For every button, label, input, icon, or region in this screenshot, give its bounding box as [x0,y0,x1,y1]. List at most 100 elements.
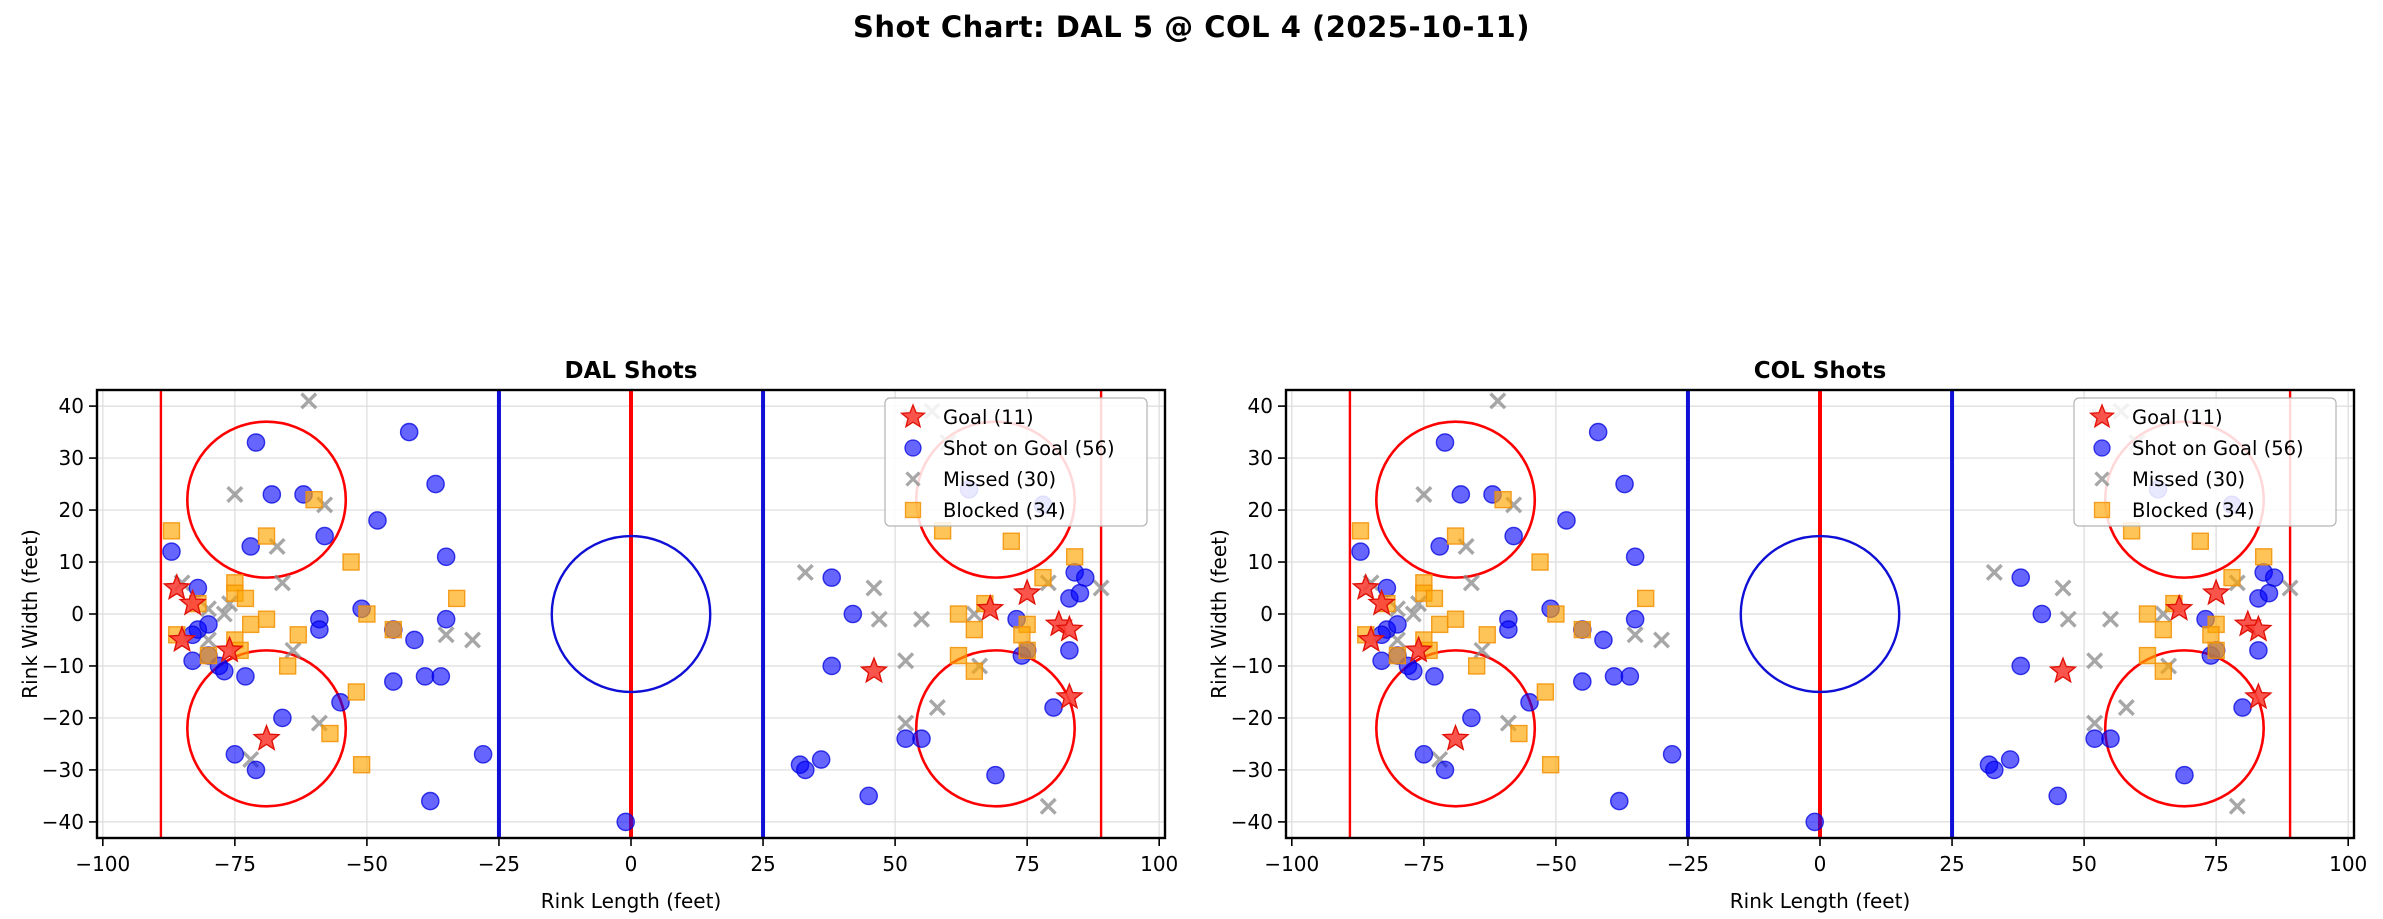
shot-on-goal-marker [273,708,292,728]
shot-on-goal-marker [2264,568,2284,587]
goal-marker [162,573,191,601]
shot-on-goal-marker [368,511,387,530]
subplot-title: COL Shots [1754,358,1887,384]
shot-on-goal-marker [473,745,493,764]
y-tick-label: −10 [42,654,84,678]
blocked-marker [1494,490,1512,509]
shot-on-goal-marker [431,667,451,686]
shot-on-goal-marker [236,667,255,686]
shot-on-goal-marker [616,812,636,832]
faceoff-circle [2103,649,2265,808]
x-tick-label: −75 [214,852,256,876]
shot-on-goal-marker [1594,630,1613,650]
missed-marker [2117,699,2135,717]
y-tick-label: 20 [59,498,84,522]
missed-marker [2102,610,2120,628]
blocked-marker [965,620,984,639]
shot-on-goal-marker [436,609,456,629]
blocked-marker [321,724,339,743]
shot-on-goal-marker [811,750,831,769]
blocked-marker [1478,626,1496,644]
axis-ticks: −100 −75 −50 −25 0 25 50 75 100−40−30−20−1001020… [42,394,1179,876]
legend-shot-on-goal-icon [2093,439,2111,457]
shot-on-goal-marker [2011,568,2031,587]
goal-marker [2164,593,2194,621]
shot-on-goal-marker [246,760,266,780]
col-shots-plot: −100 −75 −50 −25 0 25 50 75 100−40−30−20−1001020… [1207,358,2367,913]
blocked-marker [1351,522,1370,540]
shot-on-goal-marker [1425,667,1444,686]
shot-on-goal-marker [2000,750,2020,769]
legend-label: Shot on Goal (56) [2132,437,2304,460]
shot-on-goal-marker [1557,511,1576,530]
blocked-marker [352,756,371,774]
shot-on-goal-marker [1060,641,1079,660]
blocked-marker [236,589,255,608]
shot-on-goal-marker [2175,765,2194,785]
missed-marker [1415,485,1433,503]
goal-marker [252,723,281,751]
shot-on-goal-marker [310,620,329,639]
y-tick-label: 0 [71,602,84,626]
y-axis-label: Rink Width (feet) [18,529,42,699]
x-tick-label: 0 [625,852,638,876]
legend-box [2073,397,2337,527]
missed-marker [1404,605,1422,623]
shot-on-goal-marker [225,745,245,764]
blocked-marker [1018,641,1036,660]
shot-on-goal-marker [315,526,334,546]
legend-goal-icon [2088,403,2116,429]
missed-marker [897,714,915,732]
blocked-marker [1002,532,1020,550]
goal-marker [1351,573,1380,601]
goal-marker [1356,625,1386,653]
shot-on-goal-marker [843,604,863,624]
x-tick-label: −25 [1667,852,1709,876]
blocked-marker [1431,615,1449,634]
legend-label: Blocked (34) [2132,499,2255,522]
legend-blocked-icon [904,501,922,519]
faceoff-circle [1375,649,1537,808]
y-tick-label: 10 [59,550,84,574]
shot-on-goal-marker [1462,708,1481,728]
shot-on-goal-marker [199,615,218,634]
missed-marker [2059,610,2077,628]
faceoff-circle [186,649,348,808]
shot-on-goal-marker [1985,760,2004,780]
y-tick-label: −20 [1231,706,1273,730]
missed-marker [437,626,455,644]
x-tick-label: 100 [1140,852,1178,876]
blocked-marker [257,527,276,545]
blocked-marker [2191,532,2209,550]
faceoff-circle [186,420,348,579]
shot-on-goal-marker [426,474,445,494]
missed-marker [273,574,291,592]
blocked-marker [1573,620,1592,639]
blocked-marker [1446,527,1465,545]
goal-marker [2048,656,2078,684]
missed-marker [1489,392,1507,410]
missed-marker [865,579,883,597]
x-axis-label: Rink Length (feet) [541,889,722,913]
y-axis-label: Rink Width (feet) [1207,529,1231,699]
goal-marker [1055,682,1084,710]
shot-on-goal-marker [405,630,424,650]
shot-on-goal-marker [1414,745,1434,764]
goal-marker [2201,578,2231,606]
x-tick-label: −50 [346,852,388,876]
y-tick-label: −40 [42,810,84,834]
blocked-marker [1536,683,1555,701]
goal-marker [2244,682,2273,710]
shot-on-goal-marker [1435,433,1455,452]
blocked-marker [358,605,376,623]
shot-on-goal-marker [399,422,419,442]
y-tick-label: 40 [1248,394,1273,418]
blocked-marker [2154,662,2173,680]
center-circle [550,534,712,694]
shot-on-goal-marker [1430,537,1450,556]
blocked-marker [257,610,276,628]
blocked-marker [447,589,466,608]
blocked-marker [384,620,403,639]
series-star [162,573,1084,751]
